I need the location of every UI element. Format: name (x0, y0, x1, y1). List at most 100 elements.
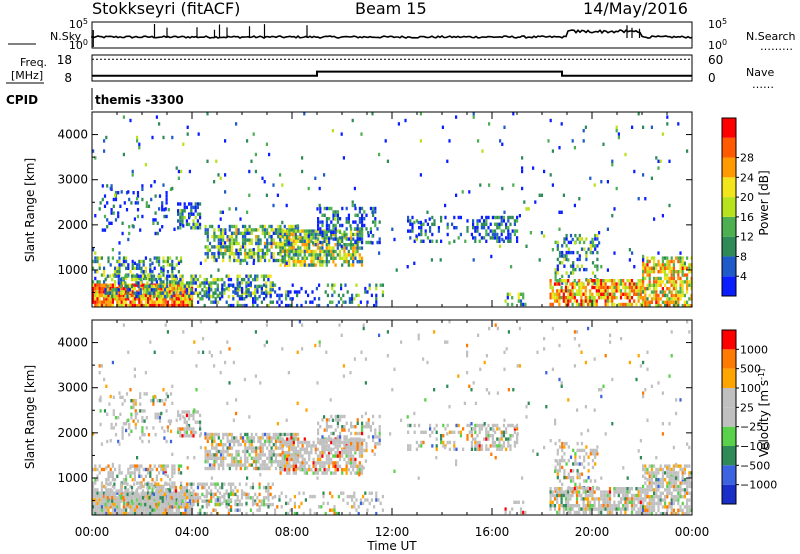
data-cell (381, 508, 384, 512)
data-cell (358, 260, 361, 264)
data-cell (323, 471, 326, 475)
data-cell (686, 280, 689, 284)
data-cell (558, 510, 561, 515)
data-cell (163, 294, 167, 299)
data-cell (250, 252, 253, 256)
data-cell (350, 421, 353, 425)
data-cell (580, 299, 583, 303)
data-cell (440, 440, 443, 445)
data-cell (230, 231, 234, 235)
data-cell (339, 414, 342, 419)
data-cell (245, 294, 248, 299)
data-cell (281, 444, 284, 448)
data-cell (340, 286, 343, 291)
data-cell (292, 224, 295, 229)
data-cell (573, 285, 576, 290)
data-cell (305, 246, 309, 250)
data-cell (138, 266, 141, 270)
data-cell (352, 468, 355, 472)
data-cell (500, 229, 503, 233)
data-cell (234, 508, 237, 512)
data-cell (642, 273, 645, 277)
data-cell (130, 399, 133, 403)
data-cell (219, 235, 223, 239)
power-x-ticks (91, 112, 693, 307)
data-cell (133, 277, 136, 282)
data-cell (152, 284, 156, 289)
data-cell (496, 236, 499, 240)
data-cell (144, 492, 147, 497)
data-cell (268, 456, 271, 460)
data-cell (217, 463, 220, 467)
data-cell (357, 511, 360, 516)
data-cell (235, 436, 238, 440)
data-cell (177, 281, 180, 285)
data-cell (272, 436, 275, 440)
data-cell (199, 508, 202, 512)
data-cell (429, 427, 432, 431)
data-cell (127, 498, 130, 502)
data-cell (343, 448, 346, 453)
data-cell (192, 427, 195, 431)
data-cell (185, 482, 189, 486)
data-cell (587, 475, 590, 480)
data-cell (311, 494, 314, 499)
data-cell (338, 451, 342, 455)
data-cell (125, 474, 128, 478)
data-cell (411, 229, 414, 233)
data-cell (156, 231, 159, 236)
data-cell (222, 436, 225, 440)
data-cell (681, 266, 684, 270)
data-cell (489, 229, 492, 233)
data-cell (331, 494, 334, 499)
data-cell (151, 135, 154, 140)
data-cell (208, 453, 212, 457)
data-cell (247, 274, 250, 278)
data-cell (103, 270, 106, 274)
data-cell (210, 489, 213, 493)
data-cell (298, 505, 301, 509)
data-cell (179, 277, 182, 282)
data-cell (554, 465, 557, 470)
data-cell (347, 220, 350, 224)
data-cell (219, 297, 222, 301)
data-cell (94, 214, 97, 218)
data-cell (163, 288, 167, 292)
data-cell (594, 462, 597, 466)
data-cell (567, 279, 570, 283)
data-cell (571, 139, 574, 143)
data-cell (217, 268, 220, 272)
data-cell (648, 259, 651, 264)
data-cell (672, 283, 675, 287)
data-cell (293, 501, 296, 506)
data-cell (287, 501, 290, 506)
data-cell (666, 115, 669, 119)
data-cell (136, 266, 139, 270)
data-cell (323, 234, 326, 238)
data-cell (321, 240, 324, 245)
data-cell (266, 245, 269, 249)
data-cell (375, 494, 378, 499)
data-cell (203, 499, 206, 503)
data-cell (585, 254, 588, 258)
data-cell (133, 478, 136, 482)
data-cell (177, 176, 180, 180)
data-cell (409, 447, 412, 451)
data-cell (319, 253, 322, 257)
data-cell (551, 500, 554, 504)
data-cell (228, 248, 231, 252)
data-cell (558, 261, 562, 265)
data-cell (637, 299, 640, 303)
data-cell (116, 491, 119, 495)
data-cell (185, 222, 188, 227)
data-cell (98, 464, 101, 468)
data-cell (206, 432, 209, 437)
data-cell (107, 297, 110, 301)
data-cell (256, 274, 259, 278)
data-cell (215, 159, 218, 163)
data-cell (250, 241, 253, 246)
data-cell (582, 139, 585, 143)
data-cell (286, 444, 289, 448)
data-cell (668, 304, 671, 308)
data-cell (159, 274, 162, 278)
